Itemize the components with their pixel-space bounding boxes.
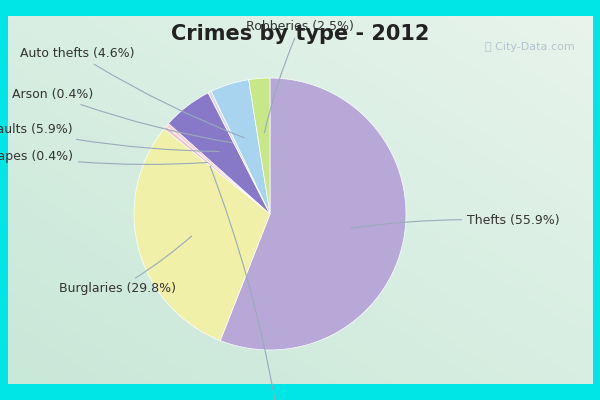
- Text: Burglaries (29.8%): Burglaries (29.8%): [59, 236, 191, 295]
- Text: ⓘ City-Data.com: ⓘ City-Data.com: [485, 42, 575, 52]
- Text: Auto thefts (4.6%): Auto thefts (4.6%): [20, 47, 244, 138]
- Wedge shape: [164, 126, 270, 214]
- Text: Murders (0.4%): Murders (0.4%): [210, 166, 325, 400]
- Wedge shape: [166, 124, 270, 214]
- Text: Rapes (0.4%): Rapes (0.4%): [0, 150, 208, 164]
- Wedge shape: [169, 93, 270, 214]
- Wedge shape: [208, 91, 270, 214]
- Wedge shape: [249, 78, 270, 214]
- Text: Thefts (55.9%): Thefts (55.9%): [350, 214, 560, 228]
- Wedge shape: [220, 78, 406, 350]
- Text: Robberies (2.5%): Robberies (2.5%): [246, 20, 354, 133]
- Wedge shape: [134, 129, 270, 340]
- Text: Crimes by type - 2012: Crimes by type - 2012: [171, 24, 429, 44]
- Wedge shape: [211, 80, 270, 214]
- Text: Assaults (5.9%): Assaults (5.9%): [0, 123, 219, 152]
- Text: Arson (0.4%): Arson (0.4%): [12, 88, 232, 143]
